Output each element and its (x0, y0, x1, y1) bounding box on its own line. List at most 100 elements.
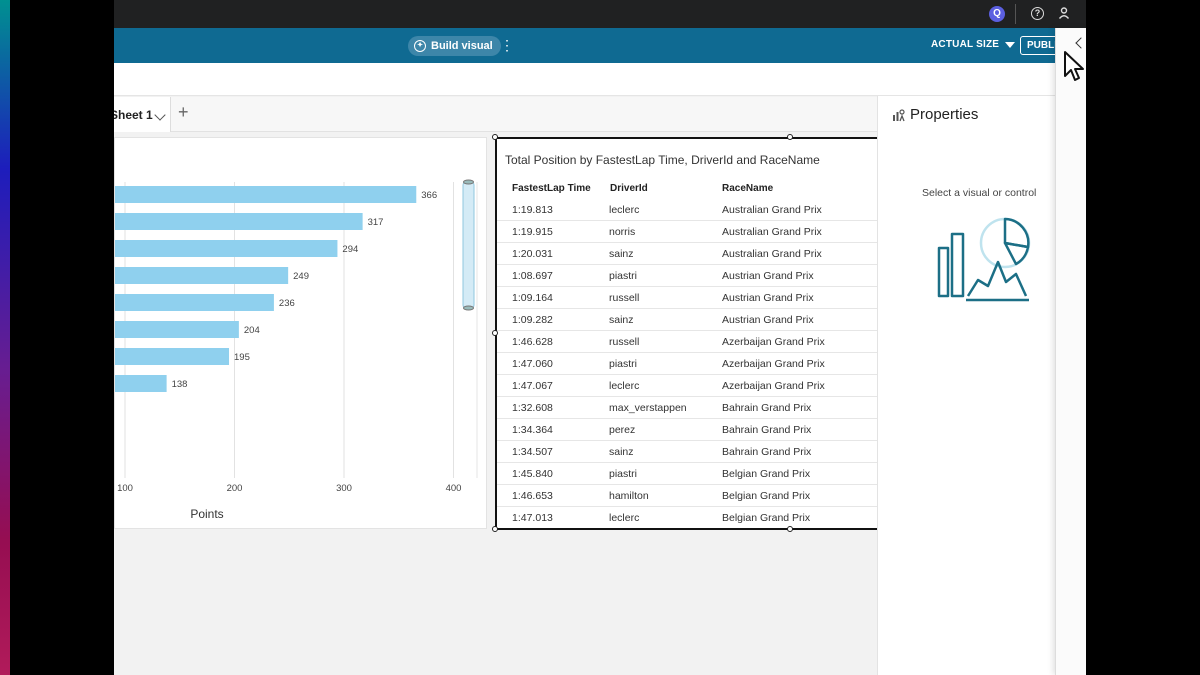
build-visual-button[interactable]: ✦ Build visual (408, 36, 501, 56)
table-cell: russell (609, 336, 640, 348)
table-cell: Australian Grand Prix (722, 204, 822, 216)
scrollbar-handle-bottom (463, 305, 474, 311)
table-cell: Azerbaijan Grand Prix (722, 336, 825, 348)
table-row[interactable]: 1:08.697 piastri Austrian Grand Prix (497, 265, 878, 287)
chart-scrollbar (462, 181, 475, 309)
table-cell: 1:47.067 (512, 380, 553, 392)
bar-value-label: 195 (234, 352, 250, 363)
table-cell: Bahrain Grand Prix (722, 446, 812, 458)
bar-chart: 100 200 300 400 366 317 294 249 236 204 195 138 Poin… (115, 179, 478, 521)
add-sheet-icon[interactable]: + (178, 102, 189, 122)
table-cell: 1:46.628 (512, 336, 553, 348)
actual-size-label: ACTUAL SIZE (931, 39, 1000, 50)
table-visual[interactable]: Total Position by FastestLap Time, Drive… (495, 137, 878, 530)
sheet-tab[interactable]: Sheet 1 (114, 97, 171, 132)
bar (115, 321, 239, 338)
table-cell: Bahrain Grand Prix (722, 424, 812, 436)
table-cell: leclerc (609, 204, 640, 216)
table-row[interactable]: 1:20.031 sainz Australian Grand Prix (497, 243, 878, 265)
table-cell: Azerbaijan Grand Prix (722, 380, 825, 392)
bar-chart-visual[interactable]: 100 200 300 400 366 317 294 249 236 204 195 138 Poin… (114, 137, 487, 529)
bar-value-label: 236 (279, 298, 295, 309)
table-row[interactable]: 1:32.608 max_verstappen Bahrain Grand Prix (497, 397, 878, 419)
properties-icon (893, 109, 905, 122)
table-row[interactable]: 1:09.164 russell Austrian Grand Prix (497, 287, 878, 309)
table-cell: Azerbaijan Grand Prix (722, 358, 825, 370)
visual-illustration-icon (937, 217, 1031, 302)
resize-handle[interactable] (787, 526, 793, 532)
table-cell: Australian Grand Prix (722, 248, 822, 260)
table-cell: Austrian Grand Prix (722, 314, 814, 326)
top-bar-separator (1015, 4, 1016, 24)
table-cell: 1:34.364 (512, 424, 553, 436)
more-options-icon[interactable]: ⋮ (500, 37, 514, 53)
sheet-tab-label: Sheet 1 (114, 108, 153, 122)
chevron-left-icon[interactable] (1075, 37, 1086, 49)
table-row[interactable]: 1:19.915 norris Australian Grand Prix (497, 221, 878, 243)
table-cell: Austrian Grand Prix (722, 292, 814, 304)
bar (115, 348, 230, 365)
table-cell: 1:47.013 (512, 512, 553, 524)
resize-handle[interactable] (492, 526, 498, 532)
table-cell: piastri (609, 270, 638, 282)
table-cell: 1:46.653 (512, 490, 553, 502)
resize-handle[interactable] (492, 134, 498, 140)
table-cell: 1:19.915 (512, 226, 553, 238)
table-cell: leclerc (609, 380, 640, 392)
user-icon[interactable] (1056, 6, 1072, 22)
table-cell: hamilton (609, 490, 649, 502)
table-row[interactable]: 1:19.813 leclerc Australian Grand Prix (497, 199, 878, 221)
bar-value-label: 138 (172, 379, 188, 390)
table-row[interactable]: 1:46.628 russell Azerbaijan Grand Prix (497, 331, 878, 353)
table-row[interactable]: 1:47.013 leclerc Belgian Grand Prix (497, 507, 878, 528)
column-header-racename[interactable]: RaceName (722, 183, 774, 194)
table-cell: russell (609, 292, 640, 304)
table-cell: Australian Grand Prix (722, 226, 822, 238)
table-cell: piastri (609, 358, 638, 370)
table-row[interactable]: 1:34.507 sainz Bahrain Grand Prix (497, 441, 878, 463)
analysis-toolbar: ✦ Build visual ⋮ ACTUAL SIZE PUBLISH (114, 28, 1086, 63)
table-cell: sainz (609, 446, 634, 458)
table-cell: piastri (609, 468, 638, 480)
bar (115, 267, 289, 284)
table-row[interactable]: 1:47.067 leclerc Azerbaijan Grand Prix (497, 375, 878, 397)
publish-button[interactable]: PUBLISH (1020, 36, 1086, 55)
caret-down-icon (1005, 41, 1016, 48)
table-cell: 1:34.507 (512, 446, 553, 458)
bar (115, 213, 363, 230)
table-cell: 1:08.697 (512, 270, 553, 282)
app-top-bar: Q ? (114, 0, 1086, 28)
column-header-driverid[interactable]: DriverId (610, 183, 648, 194)
collapsed-side-panel[interactable] (1055, 28, 1086, 675)
properties-hint: Select a visual or control (922, 187, 1037, 199)
table-cell: Belgian Grand Prix (722, 468, 811, 480)
resize-handle[interactable] (492, 330, 498, 336)
table-cell: 1:09.282 (512, 314, 553, 326)
table-row[interactable]: 1:09.282 sainz Austrian Grand Prix (497, 309, 878, 331)
sheet-tab-bar: Sheet 1 + (114, 97, 877, 132)
table-cell: sainz (609, 314, 634, 326)
table-row[interactable]: 1:45.840 piastri Belgian Grand Prix (497, 463, 878, 485)
x-tick-label: 400 (446, 483, 462, 494)
table-cell: max_verstappen (609, 402, 687, 414)
table-cell: 1:09.164 (512, 292, 553, 304)
table-row[interactable]: 1:47.060 piastri Azerbaijan Grand Prix (497, 353, 878, 375)
table-cell: Austrian Grand Prix (722, 270, 814, 282)
resize-handle[interactable] (787, 134, 793, 140)
table-title: Total Position by FastestLap Time, Drive… (505, 153, 820, 167)
table-row[interactable]: 1:34.364 perez Bahrain Grand Prix (497, 419, 878, 441)
table-cell: 1:19.813 (512, 204, 553, 216)
actual-size-dropdown[interactable]: ACTUAL SIZE (931, 39, 1016, 50)
desktop-edge-glow (0, 0, 10, 675)
table-row[interactable]: 1:46.653 hamilton Belgian Grand Prix (497, 485, 878, 507)
scrollbar-handle-top (463, 179, 474, 185)
help-icon[interactable]: ? (1031, 7, 1044, 20)
bar (115, 240, 338, 257)
table-cell: leclerc (609, 512, 640, 524)
table-cell: 1:45.840 (512, 468, 553, 480)
table-cell: Belgian Grand Prix (722, 512, 811, 524)
column-header-fastestlap-time[interactable]: FastestLap Time (512, 183, 591, 194)
quicksight-window: Q ? ✦ Build visual ⋮ ACTUAL SIZE PUBLISH (114, 0, 1086, 675)
quicksight-logo-icon[interactable]: Q (989, 6, 1005, 22)
